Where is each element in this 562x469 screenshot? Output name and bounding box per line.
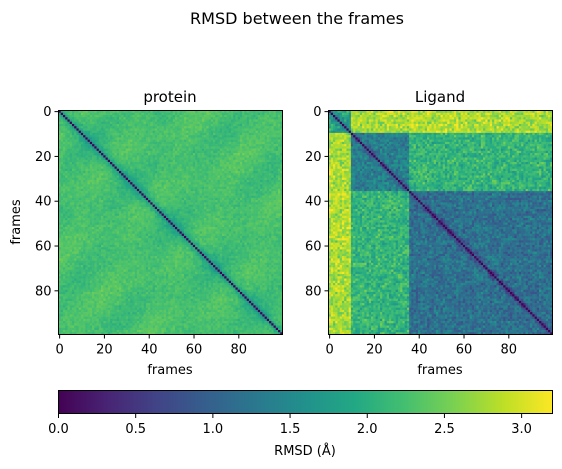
ligand-axes-frame [328,110,553,335]
protein-panel: protein 0 20 40 60 80 0 20 40 60 80 frames frame… [9,88,283,378]
ligand-x-label: frames [417,363,463,378]
protein-y-tick-label: 60 [35,240,52,255]
ligand-x-tick-label: 80 [501,343,518,358]
colorbar-tick-label: 0.5 [125,422,146,437]
ligand-y-tick-label: 20 [305,150,322,165]
protein-y-label: frames [9,199,24,245]
figure-title: RMSD between the frames [190,9,404,28]
protein-y-tick-label: 20 [35,150,52,165]
colorbar-frame [58,390,553,414]
colorbar: 0.0 0.5 1.0 1.5 2.0 2.5 3.0 RMSD (Å) [48,390,553,459]
ligand-x-tick-label: 0 [325,343,333,358]
protein-x-tick-label: 20 [96,343,113,358]
protein-x-ticks: 0 20 40 60 80 [55,334,248,358]
colorbar-tick-label: 3.0 [511,422,532,437]
colorbar-tick-label: 2.0 [357,422,378,437]
colorbar-tick-label: 0.0 [48,422,69,437]
protein-y-ticks: 0 20 40 60 80 [35,105,59,299]
ligand-heatmap [328,110,553,335]
ligand-panel-title: Ligand [415,88,465,106]
ligand-y-tick-label: 80 [305,284,322,299]
colorbar-tick-label: 1.5 [280,422,301,437]
ligand-x-tick-label: 40 [411,343,428,358]
colorbar-gradient [58,390,553,414]
ligand-y-ticks: 0 20 40 60 80 [305,105,329,299]
ligand-y-tick-label: 60 [305,240,322,255]
colorbar-tick-label: 2.5 [434,422,455,437]
ligand-x-ticks: 0 20 40 60 80 [325,334,518,358]
protein-x-tick-label: 80 [231,343,248,358]
protein-x-tick-label: 60 [186,343,203,358]
protein-x-tick-label: 40 [141,343,158,358]
ligand-x-tick-label: 20 [366,343,383,358]
protein-x-label: frames [147,363,193,378]
ligand-y-tick-label: 40 [305,195,322,210]
ligand-y-tick-label: 0 [313,105,321,120]
protein-heatmap [58,110,283,335]
colorbar-ticks: 0.0 0.5 1.0 1.5 2.0 2.5 3.0 [48,414,532,437]
protein-x-tick-label: 0 [55,343,63,358]
protein-y-tick-label: 80 [35,284,52,299]
colorbar-label: RMSD (Å) [274,443,336,459]
ligand-x-tick-label: 60 [456,343,473,358]
colorbar-tick-label: 1.0 [203,422,224,437]
protein-y-tick-label: 0 [43,105,51,120]
ligand-panel: Ligand 0 20 40 60 80 0 20 40 60 80 frames [305,88,553,378]
protein-panel-title: protein [143,88,196,106]
protein-axes-frame [58,110,283,335]
protein-y-tick-label: 40 [35,195,52,210]
